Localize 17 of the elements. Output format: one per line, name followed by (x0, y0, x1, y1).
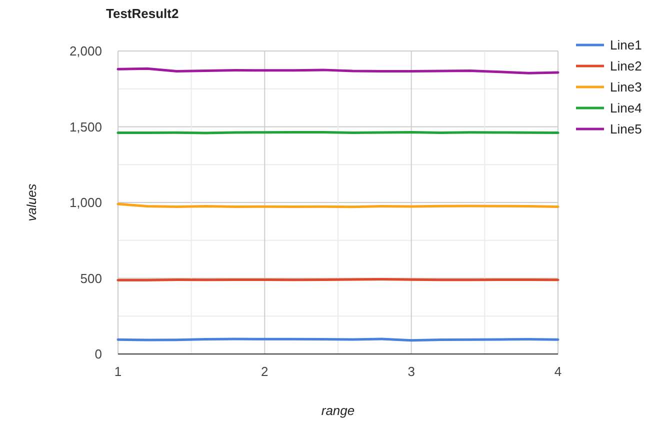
legend-label: Line4 (610, 100, 642, 116)
legend-label: Line3 (610, 80, 642, 95)
chart-title: TestResult2 (106, 6, 179, 21)
legend-label: Line5 (610, 122, 642, 137)
y-tick-label: 0 (94, 346, 102, 362)
legend-label: Line1 (610, 38, 642, 53)
x-tick-label: 4 (554, 364, 562, 379)
legend-label: Line2 (610, 58, 642, 74)
x-tick-label: 2 (261, 364, 268, 379)
y-tick-label: 1,000 (69, 195, 102, 210)
y-axis-title: values (24, 183, 39, 222)
x-tick-label: 3 (408, 364, 415, 379)
x-tick-label: 1 (114, 364, 122, 379)
y-tick-label: 1,500 (69, 119, 102, 134)
y-tick-label: 500 (80, 270, 102, 286)
y-tick-label: 2,000 (69, 44, 102, 59)
x-axis-title: range (321, 403, 355, 418)
